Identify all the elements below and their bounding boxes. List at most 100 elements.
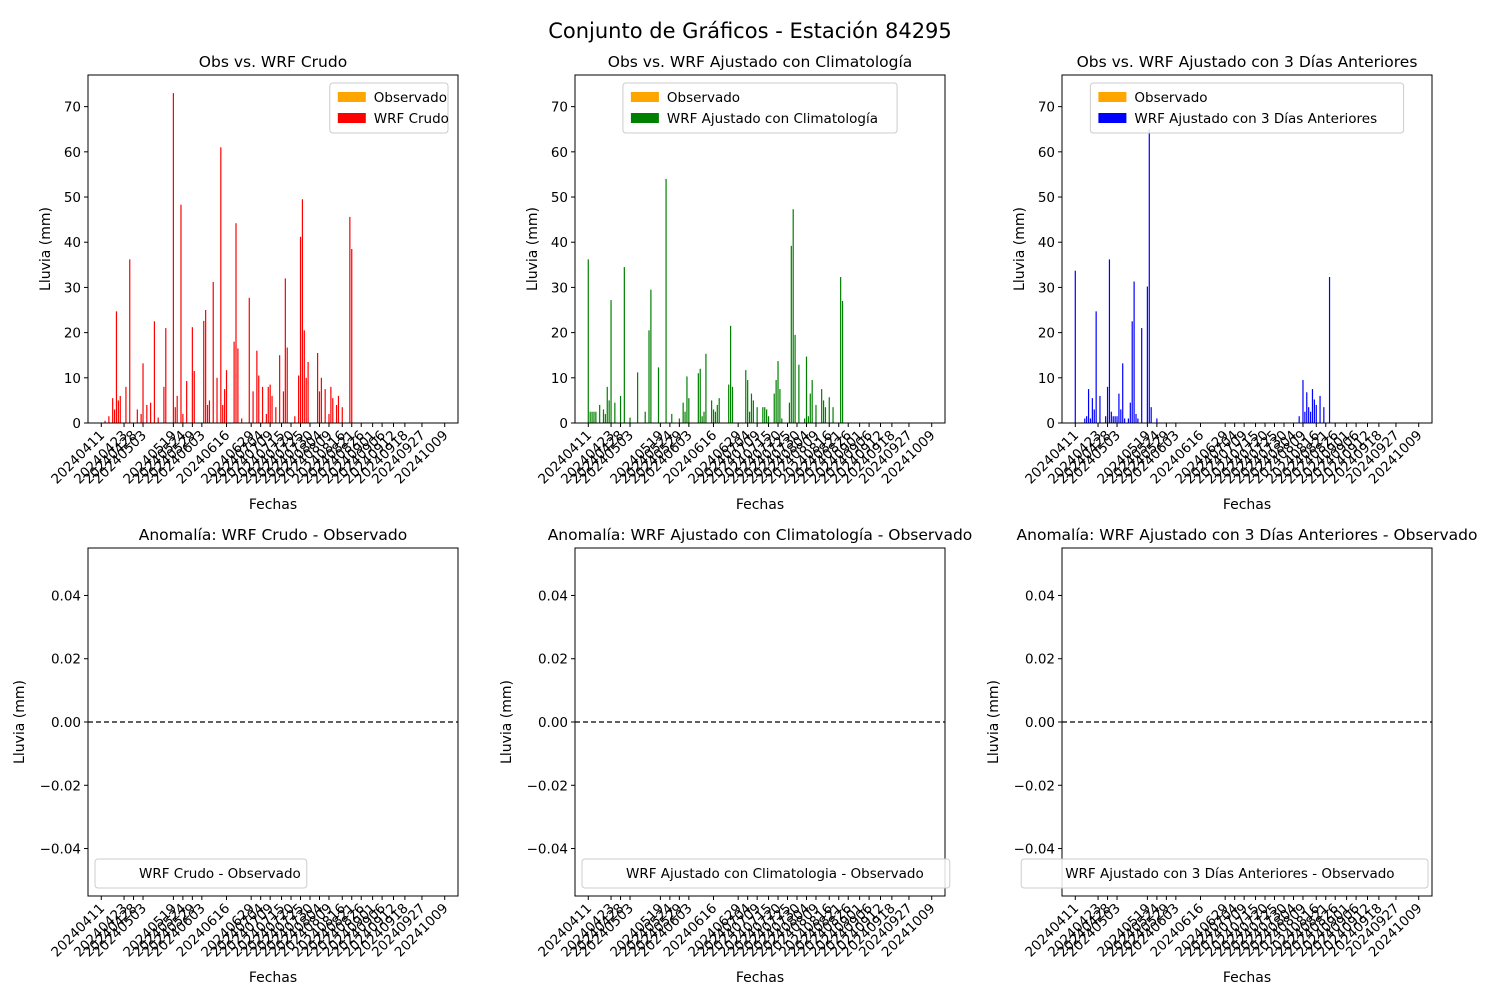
bar-wrf <box>1108 259 1111 423</box>
bar-wrf <box>301 199 304 423</box>
bar-wrf <box>108 416 110 423</box>
bar-wrf <box>180 204 182 423</box>
bar-wrf <box>606 386 608 423</box>
bar-wrf <box>256 350 258 423</box>
plot-frame <box>1061 74 1433 424</box>
bar-wrf <box>1105 416 1107 423</box>
bar-wrf <box>153 321 156 423</box>
bar-wrf <box>328 413 330 423</box>
y-axis-label: Lluvia (mm) <box>12 680 28 764</box>
bar-wrf <box>1156 418 1158 423</box>
subplot-title: Obs vs. WRF Ajustado con 3 Días Anterior… <box>1077 53 1418 71</box>
legend-entry: WRF Ajustado con Climatologia - Observad… <box>626 866 924 882</box>
bar-wrf <box>316 352 319 423</box>
subplot-3: Obs vs. WRF Ajustado con 3 Días Anterior… <box>1012 53 1433 513</box>
bar-wrf <box>1120 409 1122 423</box>
bar-wrf <box>112 398 114 423</box>
bar-wrf <box>619 395 622 423</box>
bar-wrf <box>237 348 239 423</box>
bar-wrf <box>608 400 610 423</box>
bar-wrf <box>1106 386 1109 423</box>
bar-wrf <box>224 389 226 423</box>
bar-wrf <box>788 402 791 423</box>
y-tick-label: 10 <box>64 371 81 387</box>
y-tick-label: 50 <box>1038 190 1055 206</box>
legend-swatch <box>1098 113 1127 123</box>
bar-wrf <box>591 411 593 423</box>
legend: WRF Crudo - Observado <box>94 858 308 889</box>
bar-wrf <box>731 386 734 423</box>
legend-box <box>1020 858 1429 889</box>
bar-wrf <box>265 413 267 423</box>
bar-wrf <box>1118 393 1120 423</box>
y-tick-label: 50 <box>64 190 81 206</box>
bar-wrf <box>657 367 660 423</box>
bar-wrf <box>792 209 794 423</box>
y-axis-label: Lluvia (mm) <box>499 680 515 764</box>
bar-wrf <box>1311 389 1314 423</box>
y-tick-label: −0.02 <box>527 778 568 794</box>
bar-wrf <box>286 347 288 423</box>
bar-wrf <box>703 411 705 423</box>
plot-frame <box>574 547 946 897</box>
bar-wrf <box>203 320 205 423</box>
bar-wrf <box>790 245 792 423</box>
bar-wrf <box>729 325 732 423</box>
legend: Observado WRF Ajustado con 3 Días Anterio… <box>1089 82 1405 134</box>
subplot-4: Anomalía: WRF Crudo - Observado202404112… <box>12 526 459 986</box>
y-tick-label: −0.04 <box>40 842 81 858</box>
bar-wrf <box>650 289 652 423</box>
bar-wrf <box>682 402 684 423</box>
x-axis-label: Fechas <box>1223 497 1271 513</box>
bar-wrf <box>212 281 214 423</box>
bar-wrf <box>176 395 178 423</box>
bar-wrf <box>349 216 351 423</box>
bar-wrf <box>678 418 680 423</box>
legend-swatch <box>630 92 659 102</box>
bar-wrf <box>644 411 646 423</box>
bar-wrf <box>165 328 167 423</box>
y-tick-label: 0 <box>1046 416 1055 432</box>
bar-wrf <box>324 389 326 423</box>
bar-wrf <box>142 363 144 423</box>
y-tick-label: −0.04 <box>1014 842 1055 858</box>
bar-wrf <box>298 375 300 423</box>
y-tick-label: 60 <box>1038 145 1055 161</box>
y-tick-label: 20 <box>1038 326 1055 342</box>
bar-wrf <box>284 278 286 423</box>
subplot-title: Obs vs. WRF Crudo <box>199 53 347 71</box>
bar-wrf <box>1110 411 1112 423</box>
bar-wrf <box>1304 411 1306 423</box>
bar-wrf <box>748 411 751 423</box>
bar-wrf <box>294 416 296 423</box>
bar-wrf <box>305 377 307 423</box>
y-tick-label: 0.00 <box>1025 715 1055 731</box>
legend-box <box>581 858 951 889</box>
bar-wrf <box>794 334 796 423</box>
bar-wrf <box>129 259 131 423</box>
subplot-title: Anomalía: WRF Ajustado con Climatología … <box>548 526 973 544</box>
y-tick-label: 0.04 <box>1025 588 1055 604</box>
bar-wrf <box>777 361 779 423</box>
subplot-5: Anomalía: WRF Ajustado con Climatología … <box>499 526 972 986</box>
bar-wrf <box>269 384 271 423</box>
y-tick-label: 0.02 <box>1025 652 1055 668</box>
bar-wrf <box>341 407 343 423</box>
bar-wrf <box>1114 416 1116 423</box>
y-tick-label: 70 <box>1038 100 1055 116</box>
y-tick-label: −0.02 <box>40 778 81 794</box>
y-tick-label: −0.02 <box>1014 778 1055 794</box>
legend-swatch <box>337 92 366 102</box>
legend-entry: WRF Crudo - Observado <box>139 866 301 882</box>
bar-wrf <box>1135 413 1137 423</box>
y-tick-label: 10 <box>1038 371 1055 387</box>
bar-wrf <box>220 147 222 423</box>
y-tick-label: 40 <box>1038 235 1055 251</box>
bar-wrf <box>750 393 753 423</box>
y-axis-label: Lluvia (mm) <box>525 207 541 291</box>
subplot-6: Anomalía: WRF Ajustado con 3 Días Anteri… <box>986 526 1477 986</box>
bar-wrf <box>775 380 777 423</box>
bar-wrf <box>1302 380 1304 423</box>
bar-wrf <box>599 404 601 423</box>
bar-wrf <box>1086 416 1088 423</box>
